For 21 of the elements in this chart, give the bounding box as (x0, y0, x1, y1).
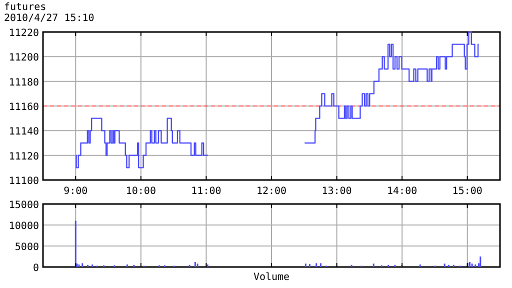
x-tick-label: 11:00 (191, 186, 222, 197)
x-axis-title: Volume (253, 272, 290, 283)
x-tick-label: 15:00 (452, 186, 482, 197)
y-tick-label: 11200 (8, 52, 39, 64)
y-tick-label: 15000 (8, 200, 39, 211)
x-tick-label: 10:00 (126, 186, 156, 197)
y-tick-label: 0 (32, 263, 39, 274)
y-tick-label: 5000 (14, 242, 39, 253)
y-tick-label: 11220 (8, 28, 39, 39)
y-tick-label: 11180 (8, 77, 39, 88)
x-tick-label: 9:00 (64, 186, 88, 197)
y-tick-label: 11140 (8, 126, 39, 138)
x-tick-label: 13:00 (322, 186, 352, 197)
y-tick-label: 11120 (8, 151, 39, 162)
x-tick-label: 14:00 (387, 186, 418, 197)
chart-subtitle: 2010/4/27 15:10 (4, 13, 94, 24)
y-tick-label: 11160 (8, 102, 39, 113)
chart-title: futures (4, 2, 46, 13)
y-tick-label: 11100 (8, 176, 39, 187)
y-tick-label: 10000 (8, 221, 39, 232)
x-tick-label: 12:00 (256, 186, 287, 197)
